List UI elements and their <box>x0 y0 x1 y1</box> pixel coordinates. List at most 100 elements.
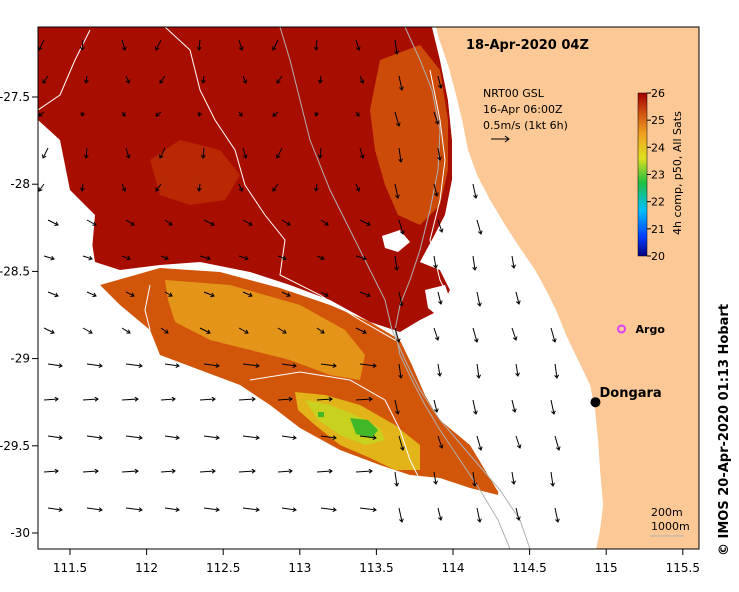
current-arrow <box>125 75 131 84</box>
current-arrow <box>472 183 478 199</box>
y-tick-label: -28.5 <box>0 264 30 278</box>
current-arrow <box>121 183 127 192</box>
place-label-argo: Argo <box>636 323 666 336</box>
current-arrow <box>316 255 325 261</box>
current-arrow <box>398 507 404 523</box>
current-arrow <box>313 39 319 51</box>
current-arrow <box>82 396 99 402</box>
current-arrow <box>437 291 443 305</box>
colorbar-tick-label: 20 <box>651 250 665 263</box>
current-arrow <box>200 147 206 159</box>
current-arrow <box>125 147 131 159</box>
colorbar <box>637 92 648 257</box>
current-arrow <box>276 147 283 159</box>
x-tick-label: 112 <box>135 561 158 575</box>
y-tick-label: -30 <box>10 526 30 540</box>
current-arrow <box>437 75 443 89</box>
colorbar-ticks: 20 21 22 23 24 25 26 <box>647 87 665 263</box>
current-arrow <box>394 471 400 487</box>
current-arrow <box>125 291 135 297</box>
current-arrow <box>277 327 287 334</box>
colorbar-tick-label: 24 <box>651 141 665 154</box>
x-tick-label: 113 <box>288 561 311 575</box>
place-markers: Argo Dongara <box>590 323 666 408</box>
contour-white-1 <box>164 27 421 346</box>
current-arrow <box>433 327 440 341</box>
current-arrow <box>203 435 220 441</box>
current-arrow <box>398 435 405 451</box>
current-arrow <box>433 255 438 269</box>
current-arrow <box>238 255 249 261</box>
current-arrow <box>313 183 319 192</box>
current-arrow <box>238 111 243 117</box>
current-arrow <box>82 327 93 334</box>
current-arrow <box>83 75 89 84</box>
current-arrow <box>276 75 283 84</box>
current-arrow <box>125 435 143 441</box>
current-arrow <box>196 183 202 192</box>
current-arrow <box>238 183 244 192</box>
land-mass <box>436 27 699 549</box>
current-arrow <box>437 363 442 377</box>
current-arrow <box>155 111 162 117</box>
current-arrow <box>437 435 444 449</box>
current-arrow <box>199 468 216 474</box>
current-arrow <box>511 327 518 341</box>
current-arrow <box>476 507 482 523</box>
current-arrow <box>394 399 400 415</box>
current-arrow <box>82 468 99 474</box>
current-arrow <box>394 327 401 343</box>
current-arrow <box>317 75 323 84</box>
current-arrow <box>433 111 440 125</box>
current-arrow <box>160 255 169 261</box>
current-arrow <box>38 111 45 117</box>
current-time: 16-Apr 06:00Z <box>483 103 563 116</box>
contour-white-5 <box>144 284 151 331</box>
current-arrow <box>242 291 253 298</box>
current-arrow <box>359 219 371 226</box>
x-tick-label: 114.5 <box>512 561 546 575</box>
map-title: 18-Apr-2020 04Z <box>466 38 589 53</box>
current-arrow <box>398 363 404 379</box>
y-tick-label: -28 <box>10 177 30 191</box>
colorbar-tick-label: 26 <box>651 87 665 100</box>
current-arrow <box>398 147 404 163</box>
colorbar-tick-label: 22 <box>651 196 665 209</box>
credit-text: © IMOS 20-Apr-2020 01:13 Hobart <box>717 304 732 556</box>
current-arrow <box>159 147 166 159</box>
current-arrow <box>43 327 55 334</box>
place-label-dongara: Dongara <box>599 386 661 401</box>
current-arrow <box>472 471 478 487</box>
current-arrow <box>160 396 176 402</box>
current-arrow <box>394 111 401 127</box>
sst-green-patch <box>350 418 378 438</box>
current-arrow <box>476 363 482 379</box>
current-arrow <box>281 507 297 513</box>
current-vectors <box>38 39 561 523</box>
y-tick-label: -29 <box>10 352 30 366</box>
current-arrow <box>238 468 256 474</box>
colorbar-tick-label: 21 <box>651 223 665 236</box>
sst-green-pixel <box>318 412 324 417</box>
current-scale: 0.5m/s (1kt 6h) <box>483 119 568 132</box>
colorbar-tick-label: 23 <box>651 169 665 182</box>
current-arrow <box>164 363 180 369</box>
current-arrow <box>281 435 297 441</box>
colorbar-tick-label: 25 <box>651 114 665 127</box>
current-arrow <box>160 468 176 474</box>
x-tick-label: 114 <box>442 561 465 575</box>
current-arrow <box>472 327 479 343</box>
current-arrow <box>476 291 482 307</box>
current-arrow <box>86 507 103 513</box>
sst-amber-band <box>165 280 365 380</box>
current-arrow <box>550 327 557 343</box>
current-arrow <box>511 255 516 269</box>
current-arrow <box>242 75 248 84</box>
current-arrow <box>125 363 143 369</box>
cloud-hole-3 <box>38 120 95 258</box>
place-marker-argo <box>617 324 627 334</box>
current-arrow <box>199 327 211 334</box>
current-arrow <box>359 75 365 84</box>
current-arrow <box>476 219 483 235</box>
current-arrow <box>355 396 373 402</box>
